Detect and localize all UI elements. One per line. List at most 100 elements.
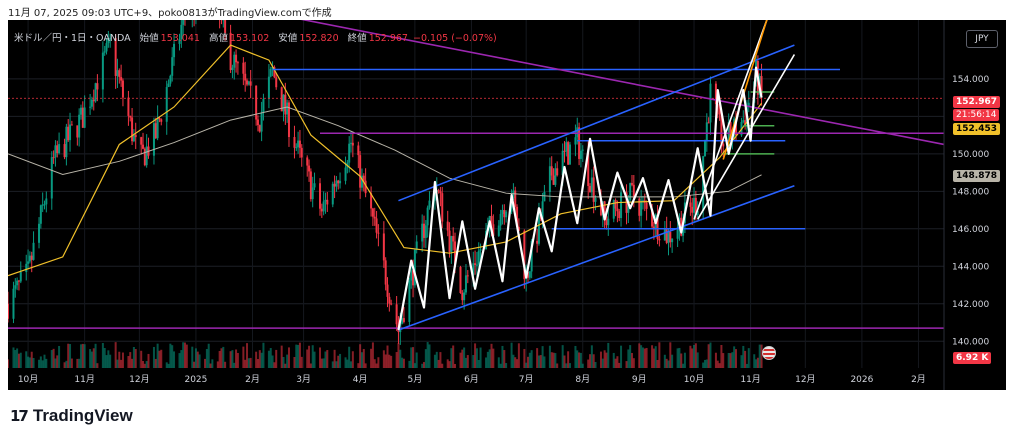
symbol-label[interactable]: 米ドル／円・1日・OANDA: [14, 33, 131, 44]
volume-bar: [667, 360, 670, 368]
volume-bar: [665, 358, 668, 368]
candle-body: [165, 87, 168, 122]
candle-body: [293, 137, 296, 148]
candle-body: [284, 94, 287, 115]
x-tick-label: 11月: [74, 374, 94, 385]
candle-body: [530, 240, 533, 272]
candle-body: [568, 144, 571, 165]
volume-bar: [350, 361, 353, 368]
candle-body: [134, 134, 137, 138]
candle-body: [121, 80, 124, 98]
volume-bar: [132, 346, 135, 368]
volume-bar: [658, 342, 661, 368]
volume-bar: [554, 353, 557, 368]
candle-body: [556, 168, 559, 176]
volume-bar: [543, 356, 546, 368]
volume-bar: [147, 353, 150, 368]
candle-body: [463, 292, 466, 301]
y-tick-label: 142.000: [952, 300, 989, 310]
volume-bar: [607, 342, 610, 368]
candle-body: [160, 119, 163, 122]
volume-bar: [454, 363, 457, 368]
volume-bar: [89, 349, 92, 368]
volume-bar: [121, 352, 124, 368]
us-flag-icon[interactable]: [762, 346, 776, 360]
candle-body: [665, 229, 668, 243]
candle-body: [92, 99, 95, 102]
candle-body: [651, 208, 654, 227]
candle-body: [599, 197, 602, 216]
volume-bar: [255, 351, 258, 368]
volume-bar: [298, 342, 301, 368]
volume-bar: [67, 343, 70, 368]
volume-bar: [466, 355, 469, 368]
candle-body: [707, 122, 710, 124]
volume-bar: [38, 359, 41, 368]
volume-bar: [114, 342, 117, 368]
volume-bar: [262, 342, 265, 368]
candle-body: [351, 142, 354, 146]
volume-bar: [207, 343, 210, 368]
candle-body: [703, 140, 706, 157]
candle-body: [271, 66, 274, 69]
volume-bar: [273, 362, 276, 368]
volume-bar: [401, 357, 404, 368]
volume-bar: [256, 359, 259, 368]
volume-bar: [293, 357, 296, 368]
currency-button[interactable]: JPY: [966, 30, 998, 48]
volume-bar: [729, 353, 732, 368]
candle-body: [408, 280, 411, 322]
candle-body: [589, 185, 592, 193]
candle-body: [689, 202, 692, 207]
candle-body: [242, 62, 245, 74]
candle-body: [267, 76, 270, 99]
volume-bar: [116, 359, 119, 368]
candle-body: [607, 218, 610, 226]
volume-bar: [173, 351, 176, 368]
volume-bar: [651, 345, 654, 368]
volume-bar: [397, 343, 400, 368]
volume-bar: [143, 363, 146, 368]
volume-bar: [92, 348, 95, 368]
candle-body: [344, 167, 347, 181]
volume-bar: [127, 356, 130, 368]
volume-bar: [676, 348, 679, 368]
x-tick-label: 10月: [684, 374, 704, 385]
volume-bar: [335, 361, 338, 368]
chart-caption: 11月 07, 2025 09:03 UTC+9、poko0813がTradin…: [8, 8, 332, 19]
volume-bar: [216, 361, 219, 368]
candle-body: [492, 224, 495, 236]
candle-body: [182, 20, 185, 25]
candle-body: [224, 20, 227, 33]
candle-body: [505, 211, 508, 218]
candle-body: [382, 233, 385, 261]
candle-body: [694, 197, 697, 215]
volume-bar: [52, 348, 55, 368]
candle-body: [116, 70, 119, 76]
candle-body: [747, 102, 750, 107]
volume-bar: [233, 362, 236, 368]
candle-body: [43, 204, 46, 206]
candle-body: [244, 73, 247, 81]
tradingview-logo[interactable]: 17 TradingView: [10, 405, 133, 427]
chart-svg[interactable]: 140.000 142.000 144.000 146.000 148.000 150.0…: [8, 20, 1006, 390]
candle-body: [362, 175, 365, 181]
volume-bar: [373, 359, 376, 368]
volume-bar: [448, 361, 451, 368]
volume-bar: [412, 347, 415, 368]
volume-bar: [284, 363, 287, 368]
chart-area[interactable]: 140.000 142.000 144.000 146.000 148.000 150.0…: [8, 20, 1006, 390]
candle-body: [322, 201, 325, 212]
candle-body: [17, 280, 20, 282]
candle-body: [424, 225, 427, 238]
volume-bar: [678, 347, 681, 368]
volume-bar: [530, 350, 533, 368]
volume-bar: [32, 357, 35, 368]
volume-bar: [574, 345, 577, 368]
volume-bar: [41, 360, 44, 368]
candle-body: [333, 183, 336, 187]
volume-bar: [351, 351, 354, 368]
candle-body: [629, 183, 632, 200]
volume-bar: [362, 348, 365, 368]
volume-bar: [295, 344, 298, 368]
